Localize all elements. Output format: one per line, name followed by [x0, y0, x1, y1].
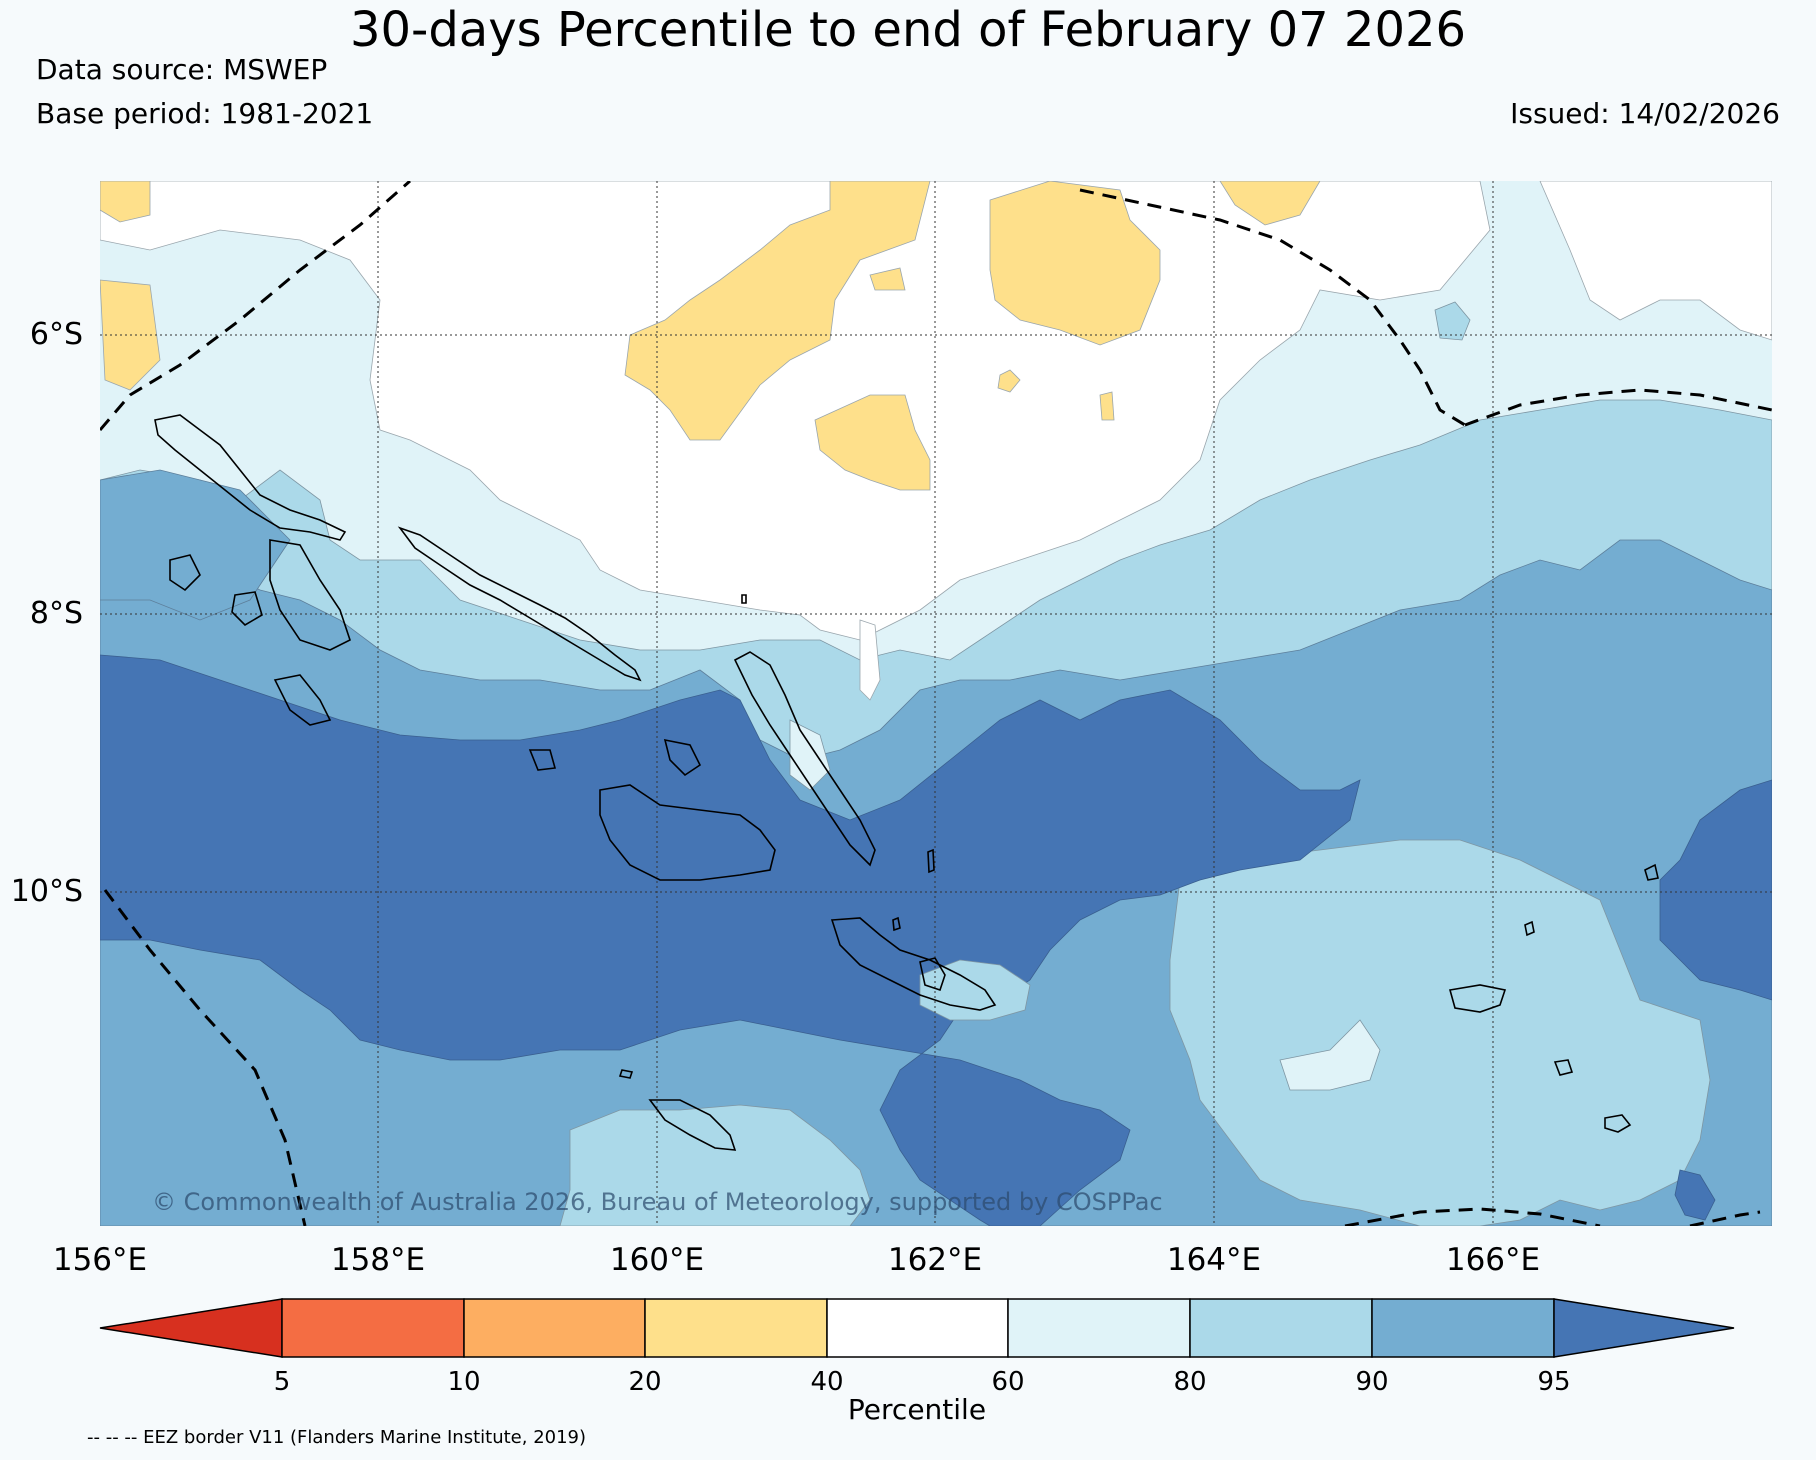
map-panel: © Commonwealth of Australia 2026, Bureau…: [100, 181, 1772, 1226]
band-60-80-pocket: [789, 719, 831, 791]
band-60-80-south: [1279, 1019, 1381, 1091]
colorbar-tick: 10: [447, 1367, 480, 1397]
island-new-georgia: [599, 784, 776, 881]
eez-borders: [100, 181, 1772, 1226]
issued-date: Issued: 14/02/2026: [1510, 97, 1780, 130]
lat-label-8s: 8°S: [30, 596, 83, 631]
band-40-60-east: [1539, 181, 1772, 341]
colorbar-tick: 40: [810, 1367, 843, 1397]
colorbar-title: Percentile: [848, 1393, 986, 1426]
band-80-90-north: [1434, 301, 1471, 341]
island-small-3: [927, 848, 935, 874]
colorbar-tick: 5: [274, 1367, 291, 1397]
colorbar-tick: 90: [1355, 1367, 1388, 1397]
lon-labels: 156°E 158°E 160°E 162°E 164°E 166°E: [53, 1242, 1540, 1278]
band-80-90-south: [1169, 839, 1711, 1226]
copyright-text: © Commonwealth of Australia 2026, Bureau…: [152, 1188, 1163, 1216]
island-small-6: [741, 594, 747, 604]
colorbar-cell: [1189, 1298, 1373, 1358]
island-utupua: [1604, 1114, 1632, 1133]
colorbar-cell: [281, 1298, 465, 1358]
lat-label-10s: 10°S: [11, 874, 83, 909]
graticule: [100, 181, 1772, 1226]
coastlines: [154, 414, 1659, 1151]
band-95-plus-se: [1674, 1169, 1716, 1221]
band-60-80-pocket-2: [859, 619, 881, 701]
island-bougainville-south: [273, 674, 332, 726]
island-fauro: [231, 591, 263, 627]
base-period: Base period: 1981-2021: [36, 97, 374, 130]
lon-label-162e: 162°E: [888, 1242, 982, 1278]
colorbar-tick: 60: [991, 1367, 1024, 1397]
island-santa-isabel: [733, 651, 876, 867]
lat-label-6s: 6°S: [30, 317, 83, 352]
island-small-4: [892, 916, 901, 932]
band-90-95-west: [100, 469, 291, 621]
island-choiseul: [397, 526, 642, 682]
colorbar-cell: [826, 1298, 1009, 1358]
island-ranongga: [528, 749, 557, 771]
island-treasury: [169, 554, 201, 592]
island-small-1: [1644, 863, 1659, 881]
island-guadalcanal: [830, 917, 997, 1011]
colorbar-ticks: 5 10 20 40 60 80 90 95: [274, 1367, 1571, 1397]
lon-label-158e: 158°E: [331, 1242, 425, 1278]
colorbar-cell: [1371, 1298, 1555, 1358]
lon-label-166e: 166°E: [1446, 1242, 1540, 1278]
island-shortland: [269, 539, 351, 651]
data-source: Data source: MSWEP: [36, 53, 328, 86]
island-small-2: [1524, 920, 1535, 937]
eez-legend-note: -- -- -- EEZ border V11 (Flanders Marine…: [87, 1427, 587, 1448]
colorbar-cell: [463, 1298, 646, 1358]
lon-label-164e: 164°E: [1167, 1242, 1261, 1278]
island-vanikoro: [1553, 1059, 1574, 1076]
band-95-plus-east: [1659, 779, 1772, 1001]
island-bougainville: [154, 414, 347, 541]
band-80-90-southwest: [559, 1104, 871, 1226]
colorbar: 5 10 20 40 60 80 90 95 Percentile: [99, 1298, 1735, 1426]
island-makira: [648, 1099, 737, 1151]
island-small-5: [618, 1069, 634, 1079]
page-title: 30-days Percentile to end of February 07…: [349, 2, 1467, 58]
colorbar-cell: [1007, 1298, 1191, 1358]
colorbar-cell: [644, 1298, 828, 1358]
colorbar-tick: 20: [628, 1367, 661, 1397]
band-95-plus: [100, 654, 1361, 1226]
island-russell: [663, 738, 702, 777]
island-nendo: [1448, 984, 1507, 1013]
lat-labels: 6°S 8°S 10°S: [11, 317, 83, 909]
island-malaita: [919, 957, 946, 992]
colorbar-tick: 95: [1537, 1367, 1570, 1397]
colorbar-extend-low: [99, 1298, 283, 1358]
colorbar-extend-high: [1553, 1298, 1735, 1358]
lon-label-156e: 156°E: [53, 1242, 147, 1278]
colorbar-tick: 80: [1173, 1367, 1206, 1397]
lon-label-160e: 160°E: [610, 1242, 704, 1278]
